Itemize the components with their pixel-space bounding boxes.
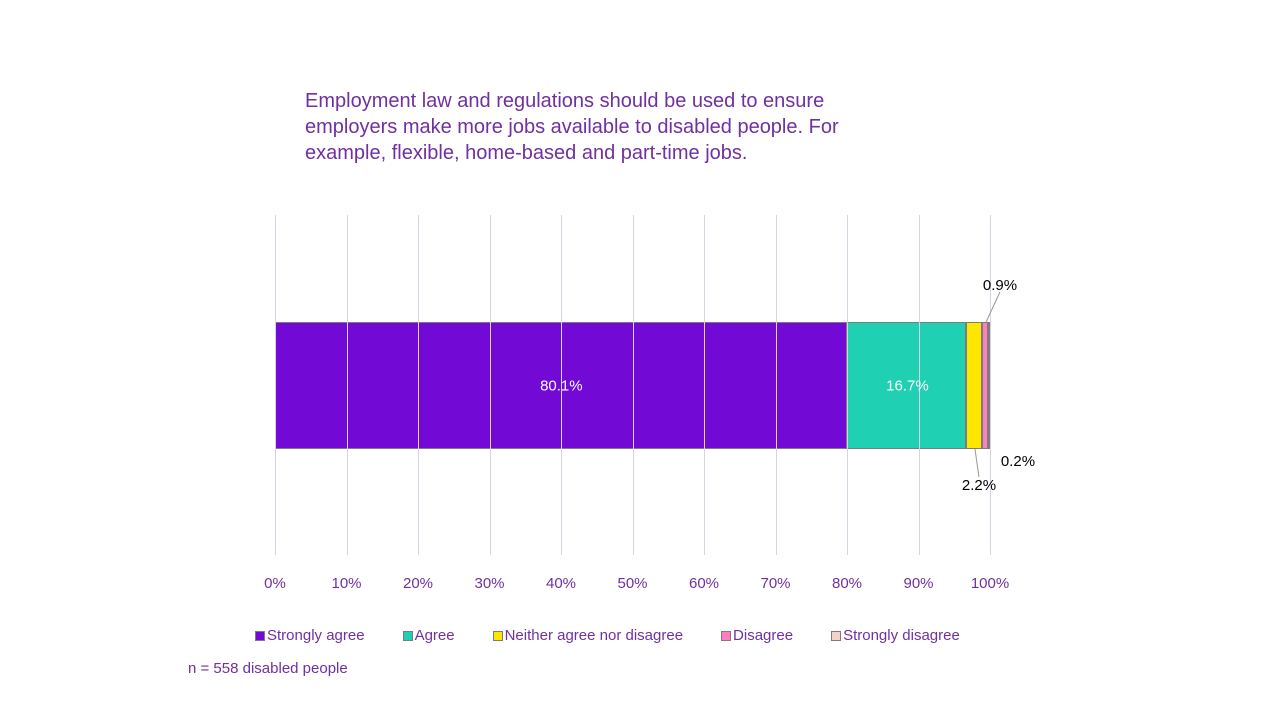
grid-line — [490, 215, 491, 555]
legend-label: Disagree — [733, 627, 793, 644]
sample-size-footnote: n = 558 disabled people — [188, 660, 348, 677]
chart-title: Employment law and regulations should be… — [305, 88, 1005, 166]
legend-swatch — [721, 631, 731, 641]
x-axis-tick-label: 0% — [264, 575, 286, 592]
legend-label: Strongly agree — [267, 627, 365, 644]
grid-line — [704, 215, 705, 555]
legend-item: Strongly disagree — [831, 627, 960, 644]
grid-line — [776, 215, 777, 555]
bar-segment-agree — [847, 322, 966, 449]
legend-item: Strongly agree — [255, 627, 365, 644]
grid-line — [990, 215, 991, 555]
grid-line — [919, 215, 920, 555]
x-axis-tick-label: 60% — [689, 575, 719, 592]
grid-line — [275, 215, 276, 555]
plot-area: 80.1%16.7%2.2%0.9%0.2% — [275, 215, 990, 555]
legend-label: Neither agree nor disagree — [505, 627, 683, 644]
x-axis: 0%10%20%30%40%50%60%70%80%90%100% — [275, 575, 990, 595]
x-axis-tick-label: 100% — [971, 575, 1009, 592]
data-label-disagree: 0.9% — [983, 277, 1017, 294]
legend-label: Agree — [415, 627, 455, 644]
legend-swatch — [831, 631, 841, 641]
legend-label: Strongly disagree — [843, 627, 960, 644]
grid-line — [418, 215, 419, 555]
legend-swatch — [403, 631, 413, 641]
x-axis-tick-label: 30% — [474, 575, 504, 592]
legend-swatch — [255, 631, 265, 641]
x-axis-tick-label: 90% — [903, 575, 933, 592]
grid-line — [347, 215, 348, 555]
grid-line — [561, 215, 562, 555]
chart-page: Employment law and regulations should be… — [0, 0, 1280, 720]
legend-item: Disagree — [721, 627, 793, 644]
legend-item: Neither agree nor disagree — [493, 627, 683, 644]
x-axis-tick-label: 10% — [331, 575, 361, 592]
legend-swatch — [493, 631, 503, 641]
legend: Strongly agree Agree Neither agree nor dis… — [255, 627, 960, 644]
x-axis-tick-label: 70% — [760, 575, 790, 592]
x-axis-tick-label: 80% — [832, 575, 862, 592]
grid-line — [633, 215, 634, 555]
x-axis-tick-label: 50% — [617, 575, 647, 592]
bar-segment-neither — [966, 322, 982, 449]
x-axis-tick-label: 40% — [546, 575, 576, 592]
x-axis-tick-label: 20% — [403, 575, 433, 592]
legend-item: Agree — [403, 627, 455, 644]
grid-line — [847, 215, 848, 555]
data-label-strongly_disagree: 0.2% — [1001, 453, 1035, 470]
